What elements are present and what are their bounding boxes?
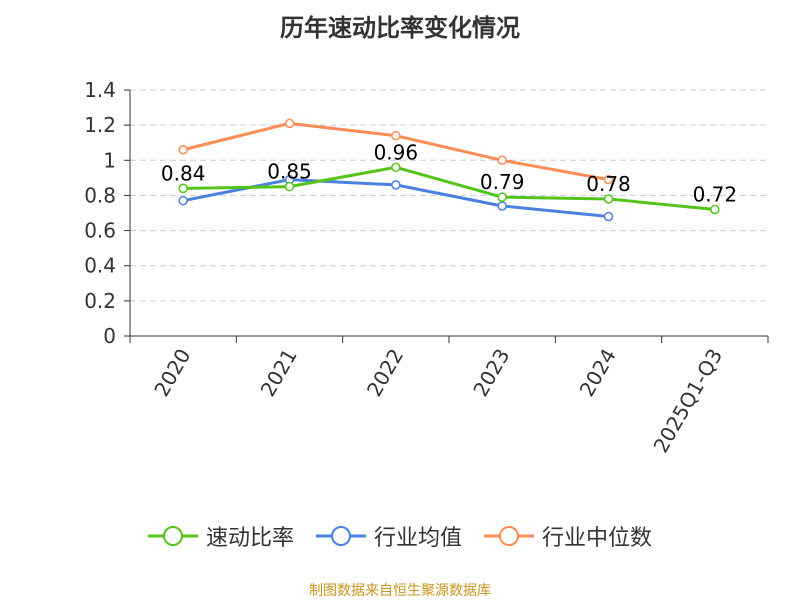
data-point[interactable]: [603, 211, 614, 222]
data-point[interactable]: [284, 181, 295, 192]
y-tick-label: 0: [103, 324, 116, 348]
data-point[interactable]: [497, 192, 507, 202]
series-line: [183, 165, 715, 211]
legend-label: 行业均值: [373, 526, 462, 551]
x-tick-label: 2025Q1-Q3: [648, 345, 727, 457]
data-point[interactable]: [178, 195, 188, 206]
y-tick-label: 1.4: [84, 78, 116, 102]
legend-label: 速动比率: [205, 526, 294, 551]
data-point[interactable]: [710, 204, 720, 215]
y-tick-label: 1: [103, 148, 116, 172]
data-point[interactable]: [497, 155, 507, 166]
legend: 速动比率 行业均值 行业中位数: [0, 520, 800, 552]
data-point[interactable]: [391, 180, 401, 190]
data-label: 0.96: [374, 140, 419, 164]
legend-item[interactable]: 速动比率: [147, 520, 294, 552]
data-label: 0.72: [693, 182, 738, 206]
x-tick-label: 2023: [468, 344, 514, 400]
data-point[interactable]: [603, 194, 614, 204]
legend-item[interactable]: 行业中位数: [484, 520, 652, 552]
source-note: 制图数据来自恒生聚源数据库: [309, 583, 491, 599]
y-tick-label: 0.8: [84, 183, 116, 207]
x-tick-label: 2024: [575, 345, 621, 401]
y-tick-label: 1.2: [84, 113, 116, 137]
x-tick-label: 2022: [362, 345, 408, 401]
data-point[interactable]: [603, 174, 614, 185]
data-label: 0.78: [586, 172, 631, 196]
y-tick-label: 0.4: [84, 254, 116, 278]
data-label: 0.84: [161, 161, 206, 185]
data-point[interactable]: [391, 130, 401, 141]
data-point[interactable]: [391, 162, 401, 173]
x-tick-label: 2021: [256, 345, 302, 401]
data-point[interactable]: [178, 144, 188, 155]
data-point[interactable]: [497, 201, 507, 211]
legend-item[interactable]: 行业均值: [315, 520, 462, 552]
chart-title: 历年速动比率变化情况: [280, 14, 520, 42]
data-label: 0.85: [267, 160, 312, 184]
legend-marker-icon: [484, 526, 534, 546]
legend-label: 行业中位数: [542, 526, 653, 551]
data-label: 0.79: [480, 170, 525, 194]
y-tick-label: 0.2: [84, 289, 116, 313]
y-tick-label: 0.6: [84, 219, 116, 243]
legend-marker-icon: [315, 526, 366, 546]
data-point[interactable]: [178, 183, 188, 194]
data-point[interactable]: [284, 118, 295, 129]
legend-marker-icon: [147, 526, 198, 546]
x-tick-label: 2020: [149, 345, 195, 401]
